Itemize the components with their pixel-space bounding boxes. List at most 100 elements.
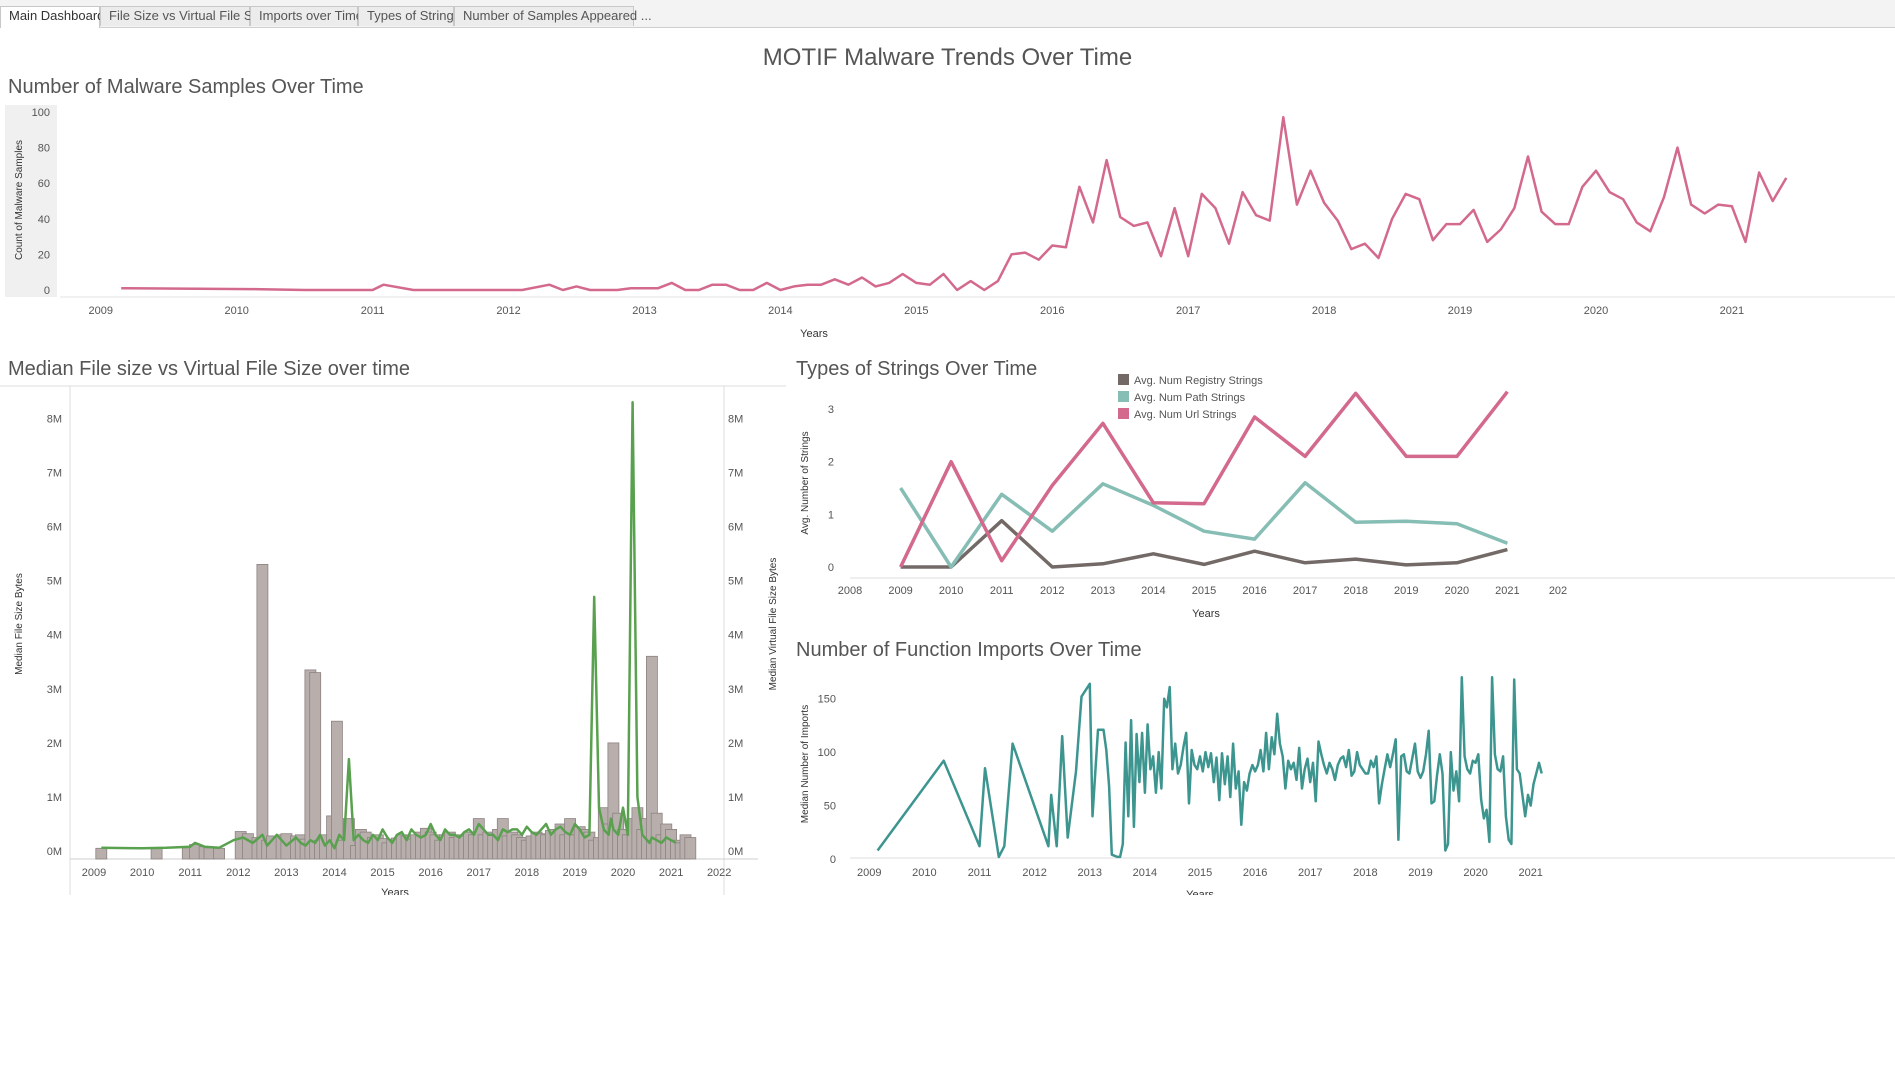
x-tick-label: 2016 (1040, 305, 1064, 317)
x-tick-label: 2015 (1192, 585, 1216, 597)
x-tick-label: 2018 (1343, 585, 1367, 597)
tab-bar: Main Dashboard File Size vs Virtual File… (0, 0, 1895, 28)
y2-tick-label: 3M (728, 684, 743, 696)
x-tick-label: 2020 (1584, 305, 1608, 317)
x-tick-label: 2017 (467, 867, 491, 879)
x-tick-label: 2012 (1040, 585, 1064, 597)
x-tick-label: 2012 (226, 867, 250, 879)
x-tick-label: 2014 (768, 305, 792, 317)
strings-over-time-chart: 0 1 2 3 2008 2009 2010 2011 2012 2013 2014 2015 2016… (800, 374, 1895, 620)
x-tick-label: 2009 (888, 585, 912, 597)
y2-tick-label: 0M (728, 846, 743, 858)
samples-chart-title: Number of Malware Samples Over Time (8, 76, 364, 98)
tab-file-size-vs-virtual-file-size[interactable]: File Size vs Virtual File Size (100, 6, 269, 26)
x-tick-label: 2009 (82, 867, 106, 879)
x-tick-label: 2014 (1133, 867, 1157, 879)
x-axis-label: Years (1186, 889, 1214, 895)
x-tick-label: 2011 (968, 867, 992, 879)
y2-tick-label: 8M (728, 413, 743, 425)
x-axis-label: Years (1192, 608, 1220, 620)
x-tick-label: 2016 (1243, 867, 1267, 879)
legend-swatch (1118, 408, 1129, 419)
y-axis-label: Avg. Number of Strings (800, 431, 811, 534)
x-tick-label: 2013 (1078, 867, 1102, 879)
y-tick-label: 1M (47, 792, 62, 804)
x-tick-label: 2021 (1518, 867, 1542, 879)
y2-tick-label: 4M (728, 630, 743, 642)
file-size-chart: 0M 0M 1M 1M 2M 2M 3M 3M 4M 4M 5M 5M 6M 6M 7M 7M 8M 8M 2009… (0, 385, 786, 895)
y2-tick-label: 2M (728, 738, 743, 750)
x-tick-label: 2019 (1408, 867, 1432, 879)
file-size-bar (309, 672, 322, 860)
file-size-bar (256, 563, 269, 860)
x-axis-label: Years (800, 328, 828, 340)
x-tick-label: 2015 (370, 867, 394, 879)
y-axis-label: Median Number of Imports (800, 705, 811, 823)
x-tick-label: 2014 (322, 867, 346, 879)
x-tick-label: 2014 (1141, 585, 1165, 597)
x-tick-label: 2022 (707, 867, 731, 879)
y-tick-label: 0 (44, 285, 50, 297)
y-tick-label: 7M (47, 468, 62, 480)
x-tick-label: 2020 (611, 867, 635, 879)
y-tick-label: 100 (32, 107, 50, 119)
x-tick-label: 2017 (1176, 305, 1200, 317)
tab-main-dashboard[interactable]: Main Dashboard (0, 6, 104, 28)
x-tick-label: 2011 (361, 305, 385, 317)
x-tick-label: 2018 (515, 867, 539, 879)
samples-series-line (121, 116, 1788, 292)
legend-label: Avg. Num Url Strings (1134, 409, 1237, 421)
x-tick-label: 2019 (1394, 585, 1418, 597)
x-tick-label: 2010 (224, 305, 248, 317)
x-tick-label: 2021 (659, 867, 683, 879)
y-tick-label: 1 (828, 509, 834, 521)
x-tick-label: 2010 (912, 867, 936, 879)
strings-series-line-2 (899, 390, 1509, 568)
tab-types-of-strings[interactable]: Types of Strings (358, 6, 460, 26)
imports-series-line (876, 676, 1543, 859)
filesize-chart-title: Median File size vs Virtual File Size ov… (8, 358, 410, 380)
y-tick-label: 40 (38, 214, 50, 226)
file-size-bar (95, 847, 108, 860)
y-tick-label: 100 (818, 747, 836, 759)
legend-label: Avg. Num Path Strings (1134, 392, 1246, 404)
virtual-file-size-line (101, 400, 677, 850)
x-tick-label: 2010 (939, 585, 963, 597)
y-tick-label: 8M (47, 413, 62, 425)
x-tick-label: 2021 (1495, 585, 1519, 597)
samples-over-time-chart: 0 20 40 60 80 100 2009 2010 2011 2012 2013 2014 2015… (5, 105, 1895, 340)
legend-label: Avg. Num Registry Strings (1134, 375, 1263, 387)
y2-tick-label: 6M (728, 522, 743, 534)
y-tick-label: 20 (38, 249, 50, 261)
x-tick-label: 2013 (632, 305, 656, 317)
file-size-bar (150, 847, 163, 860)
y-tick-label: 150 (818, 694, 836, 706)
y-tick-label: 2 (828, 457, 834, 469)
x-tick-label: 2012 (496, 305, 520, 317)
file-size-bar (213, 847, 226, 860)
y-tick-label: 60 (38, 178, 50, 190)
x-tick-label: 2019 (563, 867, 587, 879)
y-tick-label: 3M (47, 684, 62, 696)
x-tick-label: 2021 (1720, 305, 1744, 317)
y-tick-label: 4M (47, 630, 62, 642)
tab-number-of-samples-appeared[interactable]: Number of Samples Appeared ... (454, 6, 652, 26)
y-tick-label: 2M (47, 738, 62, 750)
imports-chart-title: Number of Function Imports Over Time (796, 639, 1142, 661)
x-tick-label: 202 (1549, 585, 1567, 597)
x-axis-label: Years (381, 887, 409, 895)
x-tick-label: 2015 (904, 305, 928, 317)
y2-tick-label: 7M (728, 468, 743, 480)
tab-imports-over-time[interactable]: Imports over Time (250, 6, 363, 26)
y-tick-label: 3 (828, 404, 834, 416)
x-tick-label: 2012 (1022, 867, 1046, 879)
x-tick-label: 2011 (178, 867, 202, 879)
strings-series-line-1 (899, 481, 1509, 569)
y2-axis-label: Median Virtual File Size Bytes (768, 558, 779, 691)
y-tick-label: 80 (38, 143, 50, 155)
x-tick-label: 2018 (1353, 867, 1377, 879)
x-tick-label: 2008 (838, 585, 862, 597)
strings-chart-title: Types of Strings Over Time (796, 358, 1038, 380)
x-tick-label: 2018 (1312, 305, 1336, 317)
dashboard-title: MOTIF Malware Trends Over Time (762, 44, 1133, 71)
